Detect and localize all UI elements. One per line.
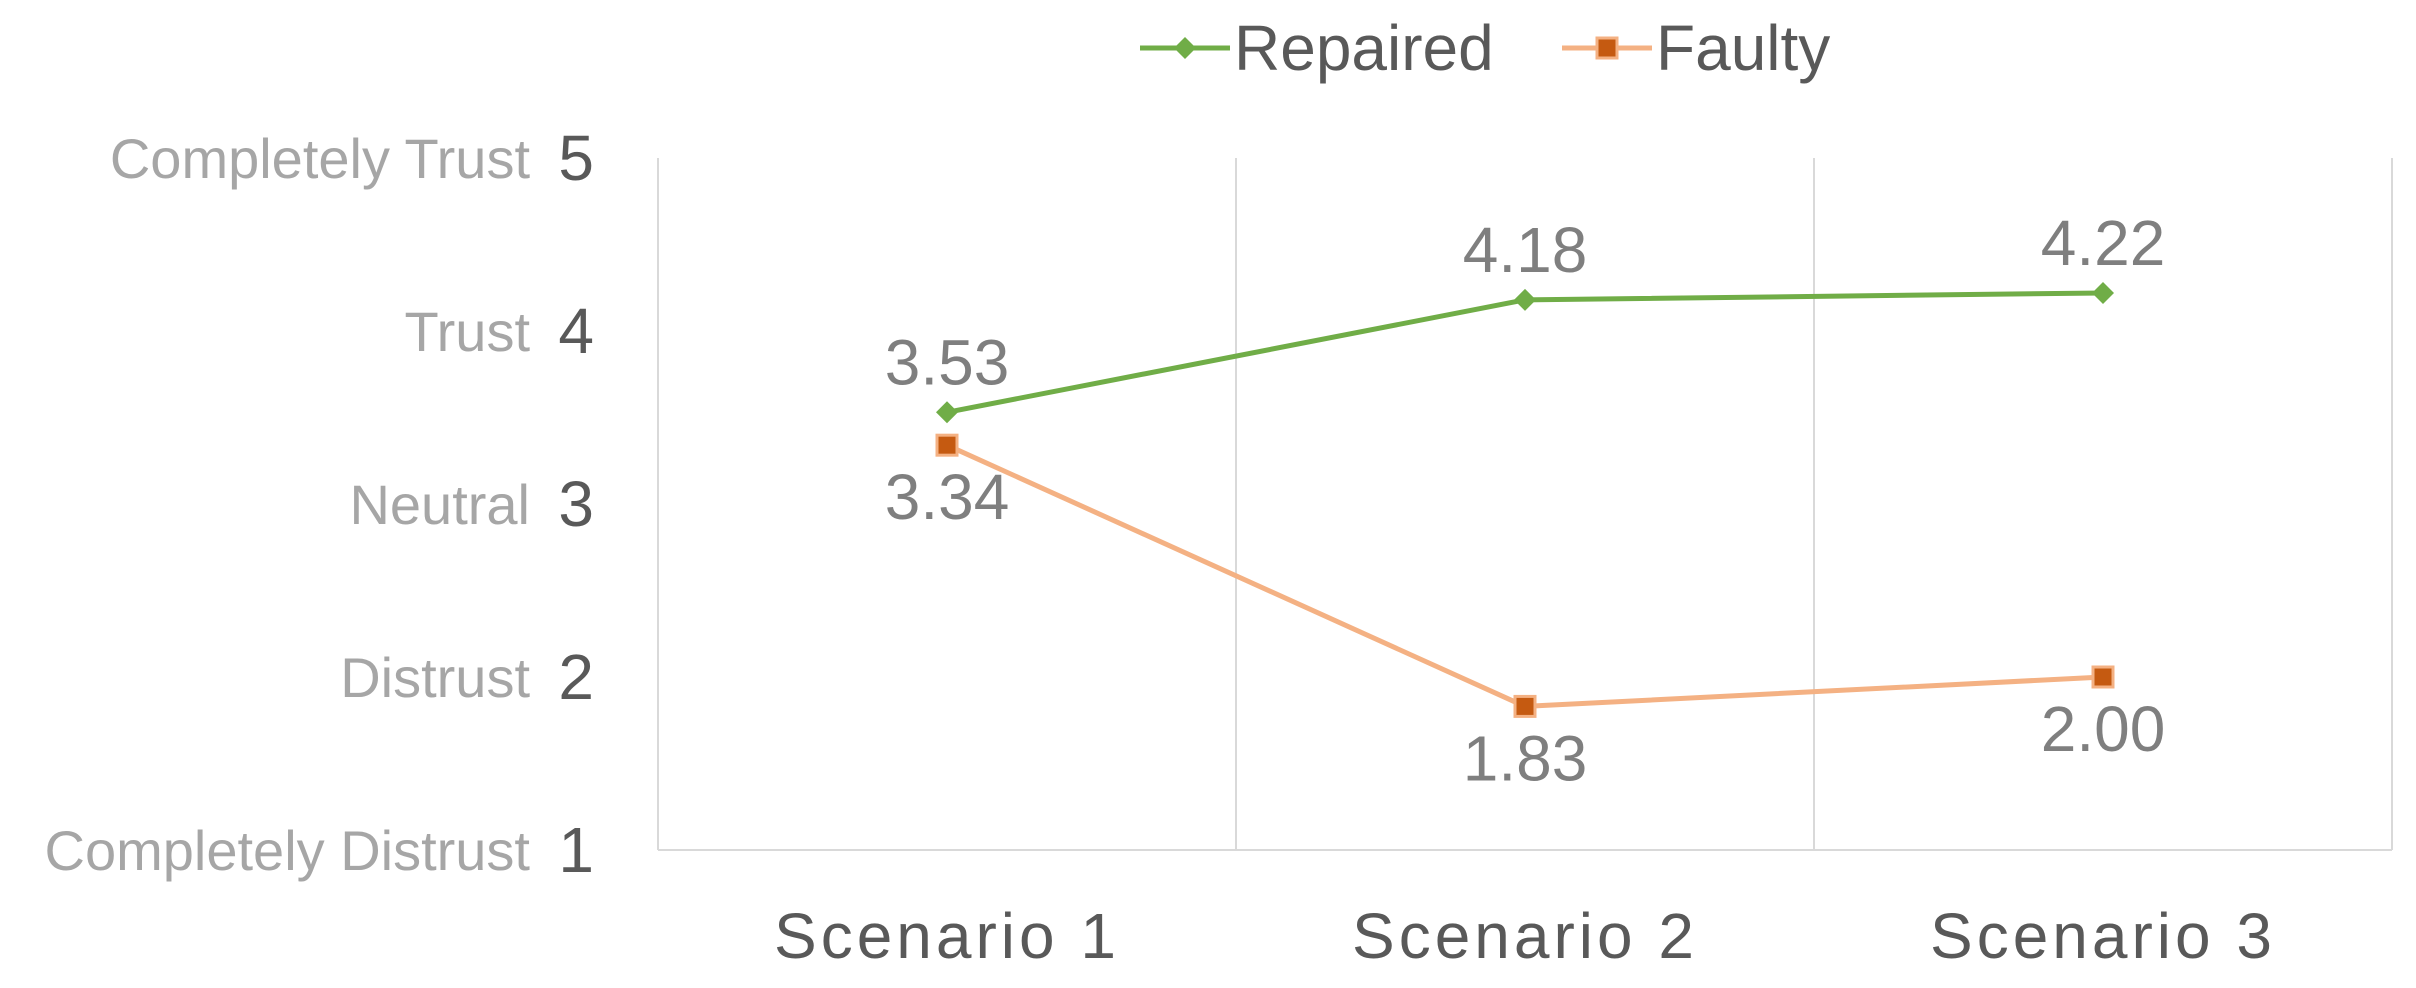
y-category-label: Neutral [349, 473, 530, 536]
data-label-repaired: 4.22 [2041, 207, 2166, 279]
data-label-faulty: 1.83 [1463, 722, 1588, 794]
y-tick-label: 1 [558, 814, 594, 886]
vertical-gridlines [657, 158, 2393, 850]
data-labels: 3.53 4.18 4.22 3.34 1.83 2.00 [885, 207, 2166, 794]
y-category-label: Trust [405, 300, 531, 363]
y-tick-label: 5 [558, 122, 594, 194]
data-point-faulty [1513, 694, 1537, 718]
legend-label-repaired: Repaired [1234, 12, 1494, 84]
data-point-repaired [936, 401, 958, 424]
legend-marker-repaired [1174, 37, 1196, 59]
x-axis-tick-labels: Scenario 1 Scenario 2 Scenario 3 [774, 900, 2276, 972]
y-axis-tick-labels: 5 Completely Trust 4 Trust 3 Neutral 2 Distrust… [45, 122, 594, 886]
legend: Repaired Faulty [1140, 12, 1830, 84]
x-tick-label: Scenario 1 [774, 900, 1120, 972]
y-tick-label: 3 [558, 468, 594, 540]
legend-label-faulty: Faulty [1656, 12, 1830, 84]
data-point-repaired [2092, 281, 2114, 304]
series-lines [935, 281, 2115, 718]
x-tick-label: Scenario 2 [1352, 900, 1698, 972]
y-category-label: Completely Trust [110, 127, 531, 190]
data-point-faulty [935, 433, 959, 457]
data-point-repaired [1514, 288, 1536, 311]
data-label-repaired: 3.53 [885, 326, 1010, 398]
y-category-label: Distrust [340, 646, 530, 709]
data-point-faulty [2091, 665, 2115, 689]
data-label-faulty: 3.34 [885, 461, 1010, 533]
x-tick-label: Scenario 3 [1930, 900, 2276, 972]
y-tick-label: 2 [558, 641, 594, 713]
y-tick-label: 4 [558, 295, 594, 367]
data-label-faulty: 2.00 [2041, 693, 2166, 765]
data-label-repaired: 4.18 [1463, 214, 1588, 286]
series-line-faulty [945, 442, 2104, 709]
y-category-label: Completely Distrust [45, 819, 531, 882]
legend-marker-faulty [1595, 36, 1619, 60]
